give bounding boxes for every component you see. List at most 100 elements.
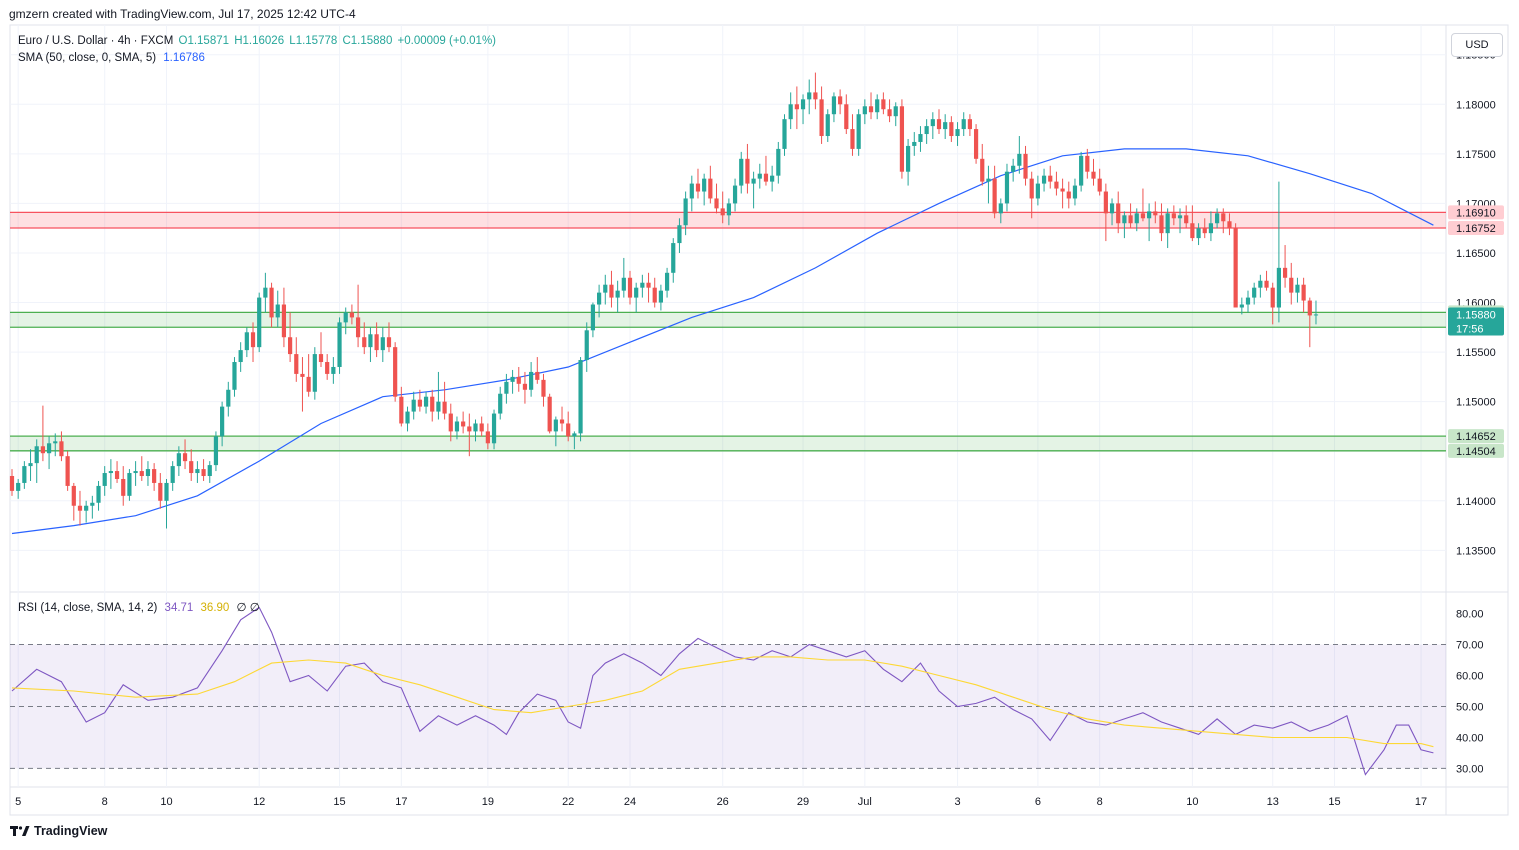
candle-body bbox=[646, 282, 651, 288]
price-tick-label: 1.18000 bbox=[1456, 99, 1496, 111]
candle-body bbox=[881, 99, 886, 110]
candle-body bbox=[1252, 287, 1257, 298]
candle-body bbox=[683, 198, 688, 226]
rsi-value: 34.71 bbox=[164, 602, 194, 614]
candle-body bbox=[1091, 171, 1096, 179]
candle-body bbox=[899, 106, 905, 172]
brand-label: TradingView bbox=[34, 824, 108, 838]
time-tick-label: 26 bbox=[717, 796, 729, 808]
candle-body bbox=[263, 287, 268, 298]
candle-body bbox=[411, 399, 416, 412]
candle-body bbox=[912, 141, 917, 146]
candle-body bbox=[1153, 211, 1158, 216]
candle-body bbox=[936, 119, 942, 130]
candle-body bbox=[924, 126, 929, 135]
rsi-ma-value: 36.90 bbox=[200, 602, 230, 614]
candle-body bbox=[226, 389, 231, 407]
chart-frame bbox=[9, 24, 1509, 816]
candle-body bbox=[590, 304, 596, 331]
candle-body bbox=[949, 122, 954, 137]
candle-body bbox=[65, 456, 70, 486]
candle-body bbox=[578, 360, 583, 434]
candle-body bbox=[386, 337, 392, 348]
time-tick-label: 5 bbox=[15, 796, 21, 808]
time-tick-label: 24 bbox=[624, 796, 636, 808]
candle-body bbox=[152, 469, 157, 483]
candle-body bbox=[479, 423, 484, 432]
price-tick-label: 1.17500 bbox=[1456, 149, 1496, 161]
support-bottom-badge-text: 1.14504 bbox=[1456, 446, 1496, 458]
candle-body bbox=[1295, 284, 1300, 293]
candle-body bbox=[1264, 280, 1269, 288]
candle-body bbox=[504, 381, 509, 394]
candle-body bbox=[442, 401, 447, 414]
candle-body bbox=[355, 317, 361, 338]
candle-body bbox=[807, 92, 812, 100]
candle-body bbox=[491, 413, 497, 444]
candle-body bbox=[1122, 215, 1127, 224]
symbol-label[interactable]: Euro / U.S. Dollar · 4h · FXCM bbox=[18, 35, 174, 47]
candle-body bbox=[28, 463, 33, 467]
time-tick-label: 10 bbox=[1186, 796, 1198, 808]
candle-body bbox=[498, 393, 503, 414]
sma-line bbox=[11, 148, 1434, 535]
candle-body bbox=[1079, 155, 1084, 186]
candle-body bbox=[417, 399, 422, 407]
candle-body bbox=[862, 106, 867, 115]
candle-body bbox=[609, 284, 614, 298]
candle-body bbox=[1140, 213, 1146, 219]
candle-body bbox=[158, 482, 163, 501]
candle-body bbox=[9, 476, 15, 491]
candle-body bbox=[967, 119, 972, 130]
rsi-tick-label: 50.00 bbox=[1456, 701, 1484, 713]
candle-body bbox=[553, 419, 558, 432]
candle-body bbox=[40, 446, 45, 454]
candle-body bbox=[1177, 215, 1183, 219]
candle-body bbox=[1097, 178, 1102, 192]
candle-body bbox=[399, 396, 404, 424]
resistance-top-badge-text: 1.16910 bbox=[1456, 207, 1496, 219]
candle-body bbox=[238, 350, 243, 363]
candle-body bbox=[702, 178, 707, 192]
currency-selector[interactable]: USD bbox=[1451, 33, 1503, 57]
candle-body bbox=[1239, 304, 1244, 308]
candle-body bbox=[1128, 215, 1133, 224]
candle-body bbox=[133, 471, 138, 474]
candle-body bbox=[1233, 228, 1238, 308]
last-price-badge bbox=[1448, 307, 1504, 336]
candle-body bbox=[776, 148, 781, 176]
candle-body bbox=[182, 453, 188, 462]
candle-body bbox=[77, 505, 83, 511]
candle-body bbox=[46, 443, 52, 454]
last-price-badge-text: 1.15880 bbox=[1456, 309, 1496, 321]
candle-body bbox=[918, 134, 923, 142]
time-tick-label: Jul bbox=[858, 796, 872, 808]
candle-body bbox=[1289, 277, 1294, 293]
candle-body bbox=[566, 423, 571, 437]
candle-body bbox=[423, 396, 429, 407]
candle-body bbox=[170, 466, 175, 483]
last-price-badge-countdown: 17:56 bbox=[1456, 323, 1484, 335]
candle-body bbox=[689, 183, 694, 199]
rsi-ma-line bbox=[11, 656, 1434, 748]
candle-body bbox=[90, 502, 95, 506]
candle-body bbox=[164, 482, 169, 501]
candle-body bbox=[516, 376, 521, 384]
candle-body bbox=[714, 198, 719, 209]
candle-body bbox=[547, 396, 552, 432]
candle-body bbox=[349, 312, 354, 318]
candle-body bbox=[770, 175, 775, 182]
time-tick-label: 12 bbox=[253, 796, 265, 808]
candle-body bbox=[1165, 213, 1170, 234]
candle-body bbox=[671, 243, 676, 273]
candle-body bbox=[16, 482, 21, 491]
candle-body bbox=[732, 185, 738, 204]
sma-legend[interactable]: SMA (50, close, 0, SMA, 5) 1.16786 bbox=[18, 52, 205, 64]
candle-body bbox=[275, 304, 280, 318]
candle-body bbox=[603, 284, 608, 293]
support-top-badge-text: 1.14652 bbox=[1456, 431, 1496, 443]
candle-body bbox=[658, 290, 663, 303]
rsi-legend[interactable]: RSI (14, close, SMA, 14, 2) 34.71 36.90 … bbox=[18, 600, 260, 614]
candle-body bbox=[745, 158, 750, 184]
